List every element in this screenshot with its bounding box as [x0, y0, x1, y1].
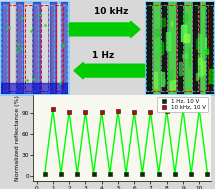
- 10 kHz, 10 V: [149, 110, 152, 113]
- Bar: [205, 49, 208, 54]
- Bar: [154, 72, 157, 88]
- 10 kHz, 10 V: [100, 110, 103, 113]
- 1 Hz, 10 V: [43, 173, 46, 175]
- 10 kHz, 10 V: [198, 108, 201, 111]
- 1 Hz, 10 V: [92, 173, 95, 175]
- Bar: [1, 2, 9, 94]
- Bar: [61, 2, 68, 94]
- 1 Hz, 10 V: [60, 173, 62, 175]
- Y-axis label: Normalized reflectance (%): Normalized reflectance (%): [15, 95, 20, 181]
- 1 Hz, 10 V: [76, 173, 78, 175]
- Bar: [146, 2, 152, 94]
- Text: 10 kHz: 10 kHz: [94, 7, 128, 15]
- Bar: [196, 39, 201, 49]
- Text: 1 Hz: 1 Hz: [92, 50, 114, 60]
- Bar: [33, 2, 40, 94]
- Bar: [168, 70, 172, 80]
- Bar: [182, 54, 187, 58]
- Bar: [192, 5, 198, 91]
- Bar: [159, 42, 163, 54]
- Bar: [161, 18, 165, 26]
- Bar: [198, 58, 202, 76]
- Line: 1 Hz, 10 V: 1 Hz, 10 V: [43, 172, 209, 175]
- Bar: [196, 73, 198, 80]
- Bar: [48, 5, 54, 91]
- 10 kHz, 10 V: [133, 110, 135, 113]
- Bar: [171, 21, 172, 26]
- Bar: [61, 5, 67, 91]
- Bar: [198, 34, 201, 52]
- 10 kHz, 10 V: [166, 110, 168, 112]
- Bar: [41, 5, 48, 91]
- 1 Hz, 10 V: [190, 173, 192, 175]
- 1 Hz, 10 V: [174, 173, 176, 175]
- 1 Hz, 10 V: [109, 173, 111, 175]
- Bar: [161, 5, 167, 91]
- 10 kHz, 10 V: [68, 110, 71, 113]
- Bar: [9, 5, 16, 91]
- Bar: [206, 5, 213, 91]
- Bar: [183, 5, 192, 91]
- Bar: [184, 34, 189, 43]
- 1 Hz, 10 V: [141, 173, 144, 175]
- Bar: [16, 5, 22, 91]
- Bar: [16, 2, 23, 94]
- Bar: [199, 5, 208, 91]
- 10 kHz, 10 V: [117, 110, 119, 112]
- Bar: [177, 5, 183, 91]
- Bar: [177, 2, 183, 94]
- Bar: [56, 5, 63, 91]
- Bar: [161, 72, 164, 86]
- FancyArrow shape: [69, 21, 140, 38]
- 10 kHz, 10 V: [182, 108, 184, 111]
- 1 Hz, 10 V: [206, 173, 209, 175]
- 1 Hz, 10 V: [157, 173, 160, 175]
- Line: 10 kHz, 10 V: 10 kHz, 10 V: [51, 107, 201, 114]
- Legend: 1 Hz, 10 V, 10 kHz, 10 V: 1 Hz, 10 V, 10 kHz, 10 V: [157, 97, 208, 112]
- Bar: [201, 61, 205, 74]
- Bar: [155, 29, 159, 36]
- Bar: [179, 62, 182, 75]
- Bar: [163, 79, 165, 84]
- Bar: [32, 5, 38, 91]
- Bar: [209, 69, 213, 83]
- Bar: [161, 2, 167, 94]
- Bar: [189, 48, 190, 66]
- Bar: [166, 32, 170, 50]
- Bar: [146, 5, 152, 91]
- Bar: [193, 2, 199, 94]
- Bar: [181, 25, 186, 41]
- FancyArrow shape: [74, 62, 145, 79]
- Bar: [1, 5, 7, 91]
- Bar: [50, 2, 56, 94]
- 1 Hz, 10 V: [125, 173, 127, 175]
- Bar: [152, 5, 161, 91]
- Bar: [183, 14, 187, 21]
- 10 kHz, 10 V: [52, 108, 54, 111]
- Bar: [205, 37, 206, 48]
- Bar: [167, 5, 176, 91]
- Bar: [25, 5, 32, 91]
- 10 kHz, 10 V: [84, 110, 87, 113]
- Bar: [1, 83, 68, 94]
- Bar: [206, 2, 214, 94]
- Bar: [170, 80, 175, 89]
- Bar: [198, 54, 201, 64]
